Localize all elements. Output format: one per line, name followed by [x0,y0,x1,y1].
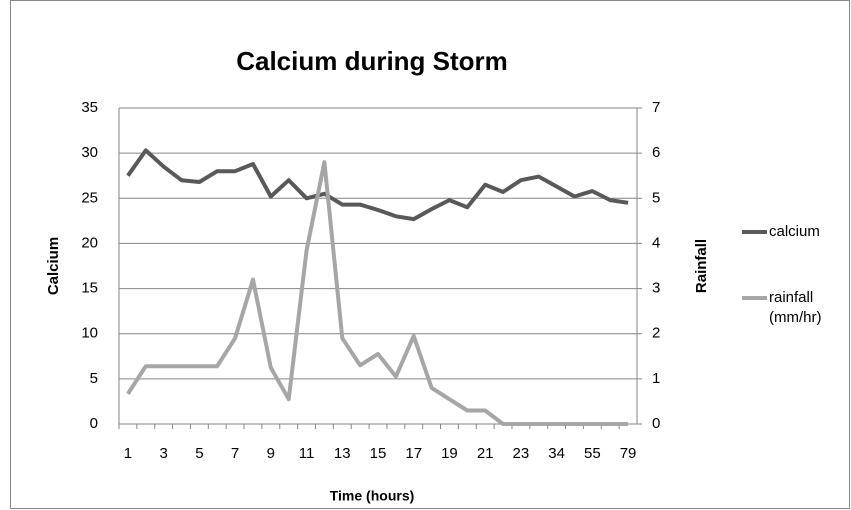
x-tick-label: 19 [441,445,458,462]
x-tick-label: 9 [267,445,275,462]
y-tick-label: 25 [81,189,98,206]
series-line [126,160,629,426]
x-tick-label: 3 [159,445,167,462]
x-tick-label: 55 [584,445,601,462]
y-tick-label: 30 [81,144,98,161]
chart-border [10,0,850,509]
x-tick-label: 79 [620,445,637,462]
legend-label: calcium [769,223,820,240]
chart-title: Calcium during Storm [236,46,508,76]
y2-tick-label: 6 [652,144,660,161]
x-tick-label: 21 [477,445,494,462]
x-tick-label: 5 [195,445,203,462]
x-tick-label: 1 [124,445,132,462]
series-line [126,148,629,222]
legend-label: rainfall (mm/hr) [769,289,822,326]
y2-tick-label: 2 [652,325,660,342]
y-axis-label: Calcium [45,237,62,295]
x-tick-label: 17 [405,445,422,462]
y-tick-label: 35 [81,99,98,116]
y-tick-label: 15 [81,280,98,297]
x-tick-label: 15 [370,445,387,462]
y-tick-label: 5 [90,370,98,387]
y2-tick-label: 5 [652,189,660,206]
x-tick-label: 23 [513,445,530,462]
y2-tick-label: 4 [652,234,660,251]
y2-tick-label: 7 [652,99,660,116]
x-axis-label: Time (hours) [330,488,415,504]
y-tick-label: 0 [90,415,98,432]
y2-tick-label: 3 [652,280,660,297]
y-tick-label: 10 [81,325,98,342]
x-tick-label: 11 [299,445,315,462]
x-tick-label: 34 [548,445,565,462]
y2-tick-label: 0 [652,415,660,432]
x-tick-label: 7 [231,445,239,462]
y2-tick-label: 1 [652,370,660,387]
x-tick-label: 13 [334,445,351,462]
y2-axis-label: Rainfall [693,239,710,293]
y-tick-label: 20 [81,234,98,251]
